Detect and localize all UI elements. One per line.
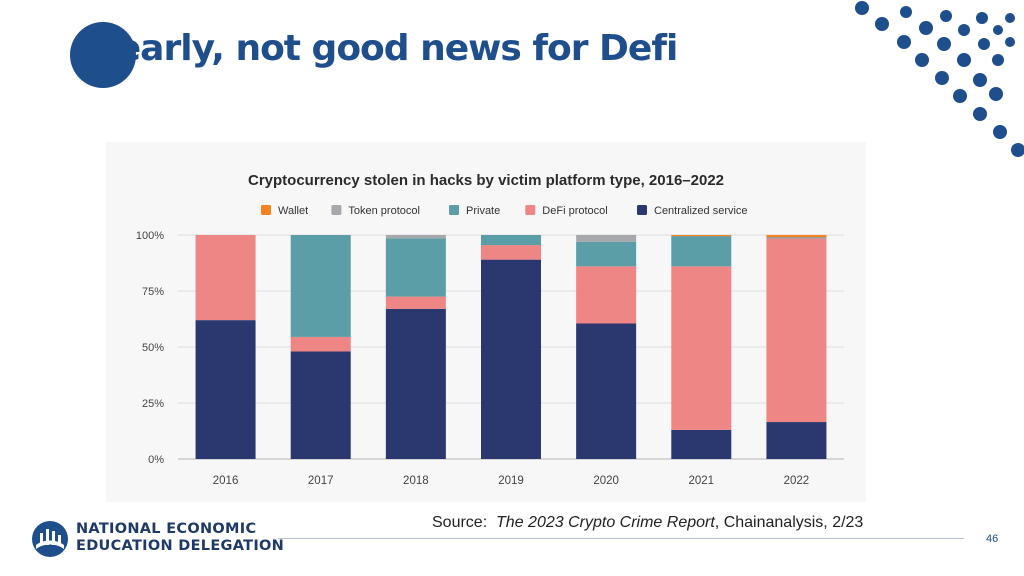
legend-swatch-3 xyxy=(525,205,536,215)
y-tick-label-3: 75% xyxy=(142,286,164,298)
bar-2021-centralized-service xyxy=(671,429,732,459)
bar-2017-centralized-service xyxy=(290,351,351,459)
y-tick-label-2: 50% xyxy=(142,342,164,354)
source-suffix: , Chainanalysis, 2/23 xyxy=(714,514,864,531)
bar-2016-centralized-service xyxy=(195,320,256,459)
logo-line-2: EDUCATION DELEGATION xyxy=(76,538,285,554)
legend-label-1: Token protocol xyxy=(348,205,420,217)
chart-title: Cryptocurrency stolen in hacks by victim… xyxy=(248,172,724,189)
bar-2018-defi-protocol xyxy=(385,296,446,309)
x-tick-label-2019: 2019 xyxy=(498,475,524,487)
legend-label-0: Wallet xyxy=(278,205,308,217)
bar-2022-defi-protocol xyxy=(766,238,827,423)
legend-swatch-0 xyxy=(261,205,271,215)
bar-2016-defi-protocol xyxy=(195,235,256,321)
legend-swatch-4 xyxy=(637,205,647,215)
slide-title: Clearly, not good news for Defi xyxy=(80,28,678,69)
bar-2021-private xyxy=(671,236,732,267)
bar-2020-private xyxy=(576,241,637,267)
bar-2020-defi-protocol xyxy=(576,266,637,324)
y-tick-label-0: 0% xyxy=(148,454,164,466)
legend-swatch-1 xyxy=(331,205,342,215)
legend-label-3: DeFi protocol xyxy=(542,205,607,217)
source-title: The 2023 Crypto Crime Report xyxy=(496,514,715,531)
bar-2017-private xyxy=(290,235,351,337)
x-tick-label-2021: 2021 xyxy=(688,475,714,487)
logo-line-1: NATIONAL ECONOMIC xyxy=(76,521,257,537)
bar-2021-defi-protocol xyxy=(671,266,732,430)
bar-2021-wallet xyxy=(671,235,732,237)
title-accent-circle xyxy=(70,22,136,88)
bar-2019-centralized-service xyxy=(481,259,541,459)
logo-emblem-icon xyxy=(32,521,68,557)
bar-2022-private xyxy=(766,237,827,239)
chart-panel: Cryptocurrency stolen in hacks by victim… xyxy=(106,142,866,502)
bar-2022-wallet xyxy=(766,235,827,238)
x-tick-label-2018: 2018 xyxy=(403,475,429,487)
bar-2020-token-protocol xyxy=(576,235,637,242)
stacked-bar-chart: Cryptocurrency stolen in hacks by victim… xyxy=(136,172,844,487)
decorative-dots xyxy=(855,1,1024,157)
bar-2019-private xyxy=(481,235,541,246)
bar-2017-defi-protocol xyxy=(290,336,351,352)
need-logo: NATIONAL ECONOMIC EDUCATION DELEGATION xyxy=(30,518,284,560)
page-number: 46 xyxy=(986,533,999,545)
footer-divider xyxy=(278,538,964,539)
y-tick-label-1: 25% xyxy=(142,398,164,410)
y-tick-label-4: 100% xyxy=(136,230,164,242)
bar-2019-defi-protocol xyxy=(481,245,541,260)
bar-2018-token-protocol xyxy=(385,235,446,239)
legend-label-2: Private xyxy=(466,205,500,217)
legend-label-4: Centralized service xyxy=(654,205,748,217)
source-prefix: Source: xyxy=(432,514,488,531)
x-tick-label-2017: 2017 xyxy=(308,475,334,487)
legend-swatch-2 xyxy=(449,205,459,215)
x-tick-label-2022: 2022 xyxy=(784,475,810,487)
x-tick-label-2020: 2020 xyxy=(593,475,619,487)
source-citation: Source: The 2023 Crypto Crime Report, Ch… xyxy=(432,514,863,532)
bar-2018-centralized-service xyxy=(385,308,446,459)
bar-2020-centralized-service xyxy=(576,323,637,459)
x-tick-label-2016: 2016 xyxy=(213,475,239,487)
bar-2018-private xyxy=(385,238,446,297)
bar-2022-centralized-service xyxy=(766,422,827,459)
